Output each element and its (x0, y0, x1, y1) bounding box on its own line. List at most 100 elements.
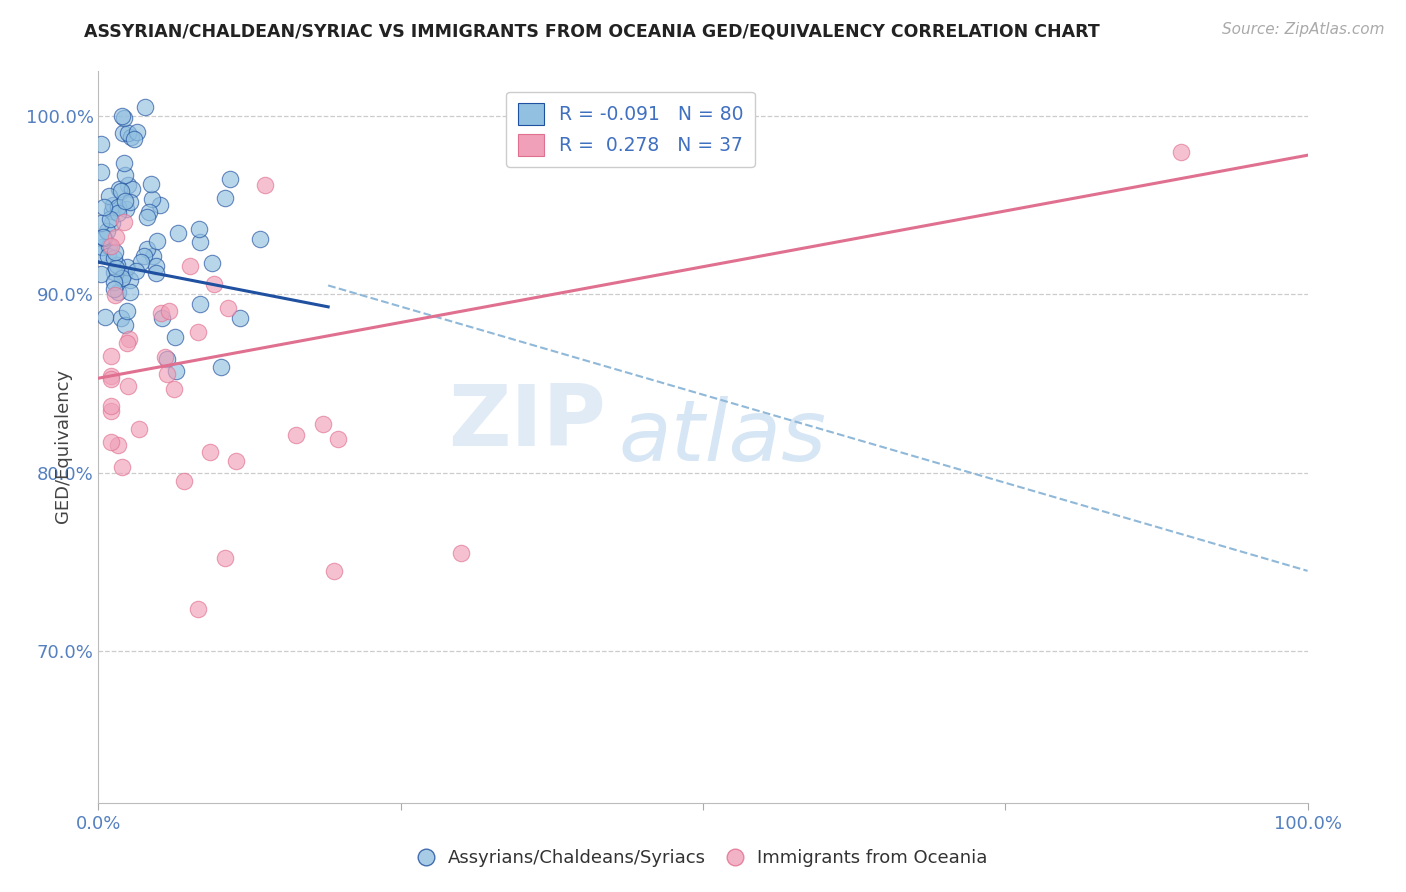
Point (1170, 145, 1192, 159)
Point (117, 379, 139, 393)
Point (159, 304, 181, 318)
Point (98, 188, 121, 202)
Point (93, 310, 115, 324)
Point (93, 200, 115, 214)
Point (156, 368, 179, 382)
Point (188, 297, 211, 311)
Point (110, 184, 132, 198)
Point (125, 264, 148, 278)
Point (101, 198, 124, 212)
Point (229, 311, 252, 326)
Point (145, 260, 167, 274)
Point (225, 454, 247, 468)
Point (100, 350, 122, 364)
Point (167, 227, 190, 241)
Point (107, 182, 129, 196)
Point (104, 288, 127, 302)
Point (103, 251, 125, 265)
Point (141, 192, 163, 206)
Point (202, 277, 225, 292)
Point (118, 194, 141, 209)
Point (111, 109, 134, 123)
Point (142, 249, 165, 263)
Point (100, 239, 122, 253)
Point (118, 273, 141, 287)
Point (98, 211, 121, 226)
Point (209, 360, 232, 375)
Point (104, 244, 127, 259)
Point (163, 382, 186, 396)
Point (96, 224, 118, 238)
Point (105, 230, 128, 244)
Point (101, 215, 124, 229)
Text: ZIP: ZIP (449, 381, 606, 464)
Point (127, 125, 149, 139)
Point (107, 206, 129, 220)
Point (173, 474, 195, 488)
Point (135, 243, 157, 257)
Point (149, 305, 172, 319)
Point (249, 232, 271, 246)
Point (107, 285, 129, 300)
Point (97, 249, 120, 263)
Point (115, 202, 138, 216)
Point (112, 111, 135, 125)
Point (179, 259, 201, 273)
Point (103, 265, 125, 279)
Point (112, 214, 135, 228)
Point (107, 438, 129, 452)
Point (323, 564, 346, 578)
Text: Source: ZipAtlas.com: Source: ZipAtlas.com (1222, 22, 1385, 37)
Point (90, 245, 112, 260)
Point (188, 235, 211, 249)
Point (326, 432, 349, 446)
Point (214, 551, 236, 566)
Point (156, 351, 179, 366)
Point (107, 200, 129, 214)
Point (201, 255, 224, 269)
Point (134, 100, 156, 114)
Legend: R = -0.091   N = 80, R =  0.278   N = 37: R = -0.091 N = 80, R = 0.278 N = 37 (506, 92, 755, 167)
Point (97, 239, 120, 253)
Point (128, 422, 150, 436)
Point (91, 230, 114, 244)
Point (121, 182, 143, 196)
Point (124, 131, 146, 145)
Point (118, 285, 141, 300)
Point (114, 194, 136, 208)
Point (152, 310, 174, 325)
Point (111, 271, 134, 285)
Point (90, 239, 112, 253)
Point (90, 164, 112, 178)
Point (105, 261, 128, 276)
Point (100, 368, 122, 383)
Point (105, 258, 128, 272)
Point (103, 282, 125, 296)
Point (90, 267, 112, 281)
Point (198, 445, 221, 459)
Point (100, 435, 122, 450)
Text: atlas: atlas (619, 395, 827, 479)
Legend: Assyrians/Chaldeans/Syriacs, Immigrants from Oceania: Assyrians/Chaldeans/Syriacs, Immigrants … (412, 842, 994, 874)
Point (285, 428, 308, 442)
Point (111, 126, 134, 140)
Point (115, 303, 138, 318)
Point (111, 460, 134, 475)
Point (187, 221, 209, 235)
Point (139, 177, 162, 191)
Point (115, 260, 138, 274)
Point (103, 275, 125, 289)
Point (117, 126, 139, 140)
Point (187, 326, 209, 340)
Point (112, 268, 135, 282)
Point (112, 155, 135, 169)
Point (253, 178, 276, 193)
Point (100, 203, 122, 218)
Point (114, 169, 136, 183)
Point (219, 171, 242, 186)
Point (145, 266, 167, 280)
Point (146, 234, 169, 248)
Point (165, 364, 187, 378)
Point (450, 546, 472, 560)
Point (214, 191, 236, 205)
